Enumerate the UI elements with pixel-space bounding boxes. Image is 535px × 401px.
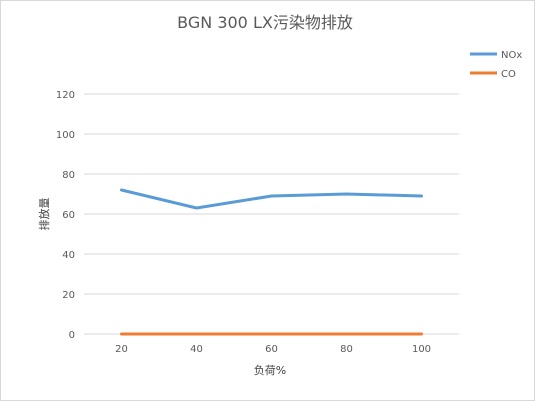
gridlines	[84, 93, 459, 335]
x-tick-label-100: 100	[412, 344, 431, 355]
y-tick-label-40: 40	[62, 250, 75, 261]
y-tick-label-20: 20	[62, 290, 75, 301]
y-tick-label-60: 60	[62, 210, 75, 221]
legend-label-co: CO	[501, 69, 516, 80]
x-tick-label-40: 40	[190, 344, 203, 355]
x-tick-label-20: 20	[115, 344, 128, 355]
legend-label-nox: NOx	[501, 50, 522, 61]
series-line-nox	[120, 188, 423, 210]
y-tick-label-120: 120	[56, 90, 75, 101]
x-tick-label-60: 60	[265, 344, 278, 355]
legend: NOx CO	[470, 50, 522, 80]
y-tick-label-0: 0	[69, 330, 75, 341]
series-lines	[120, 188, 423, 336]
y-tick-label-100: 100	[56, 130, 75, 141]
x-tick-labels: 20 40 60 80 100	[115, 344, 431, 355]
y-axis-label: 排放量	[37, 198, 51, 231]
y-tick-labels: 0 20 40 60 80 100 120	[56, 90, 75, 341]
x-tick-label-80: 80	[340, 344, 353, 355]
x-axis-label: 负荷%	[254, 363, 286, 377]
y-tick-label-80: 80	[62, 170, 75, 181]
chart-title: BGN 300 LX污染物排放	[177, 13, 353, 32]
